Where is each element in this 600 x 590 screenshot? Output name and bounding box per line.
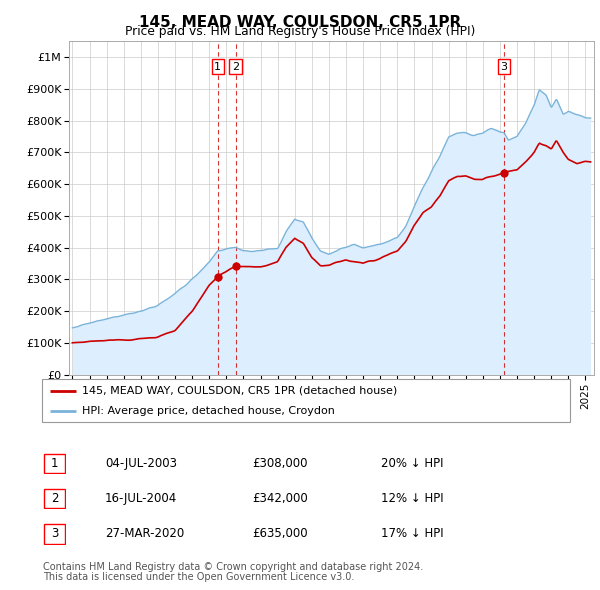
Text: 1: 1 [51,457,58,470]
Text: 145, MEAD WAY, COULSDON, CR5 1PR: 145, MEAD WAY, COULSDON, CR5 1PR [139,15,461,30]
Text: HPI: Average price, detached house, Croydon: HPI: Average price, detached house, Croy… [82,407,334,416]
Text: 1: 1 [214,62,221,72]
Text: 2: 2 [232,62,239,72]
FancyBboxPatch shape [44,525,65,543]
Text: 17% ↓ HPI: 17% ↓ HPI [381,527,443,540]
Text: £635,000: £635,000 [252,527,308,540]
FancyBboxPatch shape [44,489,65,508]
Text: 27-MAR-2020: 27-MAR-2020 [105,527,184,540]
Text: 04-JUL-2003: 04-JUL-2003 [105,457,177,470]
Text: This data is licensed under the Open Government Licence v3.0.: This data is licensed under the Open Gov… [43,572,355,582]
Text: 145, MEAD WAY, COULSDON, CR5 1PR (detached house): 145, MEAD WAY, COULSDON, CR5 1PR (detach… [82,386,397,396]
Text: Contains HM Land Registry data © Crown copyright and database right 2024.: Contains HM Land Registry data © Crown c… [43,562,424,572]
Text: 12% ↓ HPI: 12% ↓ HPI [381,492,443,505]
Text: 3: 3 [500,62,508,72]
Text: 20% ↓ HPI: 20% ↓ HPI [381,457,443,470]
Text: 2: 2 [51,492,58,505]
Text: 16-JUL-2004: 16-JUL-2004 [105,492,177,505]
Text: £342,000: £342,000 [252,492,308,505]
Text: Price paid vs. HM Land Registry's House Price Index (HPI): Price paid vs. HM Land Registry's House … [125,25,475,38]
FancyBboxPatch shape [44,454,65,473]
Text: £308,000: £308,000 [252,457,308,470]
FancyBboxPatch shape [42,379,570,422]
Text: 3: 3 [51,527,58,540]
